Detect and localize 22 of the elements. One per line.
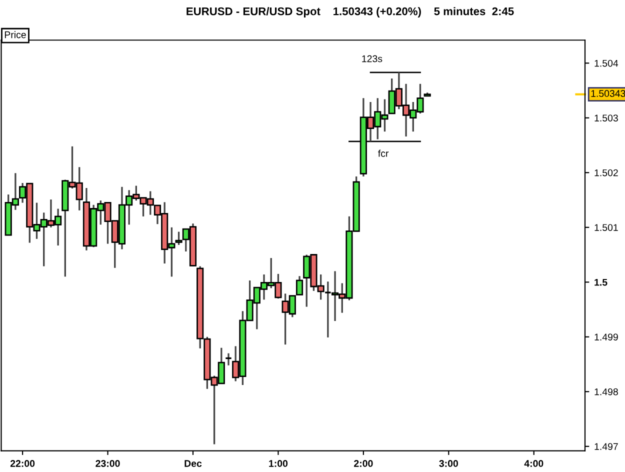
x-tick-label: Dec [184,460,202,467]
chart-subtitle: Price [4,31,26,38]
x-tick-label: 23:00 [96,460,120,467]
annotation: fcr [378,150,389,157]
y-tick-label: 1.5 [594,278,608,286]
x-tick-label: 4:00 [524,460,544,467]
annotation: 123s [362,55,382,62]
y-tick-label: 1.501 [594,224,618,231]
y-tick-label: 1.502 [594,169,618,176]
y-tick-label: 1.497 [594,443,618,450]
chart-title: EURUSD - EUR/USD Spot 1.50343 (+0.20%) 5 minutes 2:45 [186,7,514,18]
x-tick-label: 3:00 [439,460,458,467]
x-tick-label: 22:00 [10,460,35,467]
x-tick-label: 2:00 [354,460,373,467]
x-tick-label: 1:00 [269,460,288,467]
candlestick [224,352,232,366]
y-tick-label: 1.499 [594,334,618,340]
ref-line-label: 1.50343 [591,90,625,97]
y-tick-label: 1.503 [594,114,618,122]
y-tick-label: 1.504 [594,60,618,67]
candlestick [175,230,182,246]
y-tick-label: 1.498 [594,388,618,396]
